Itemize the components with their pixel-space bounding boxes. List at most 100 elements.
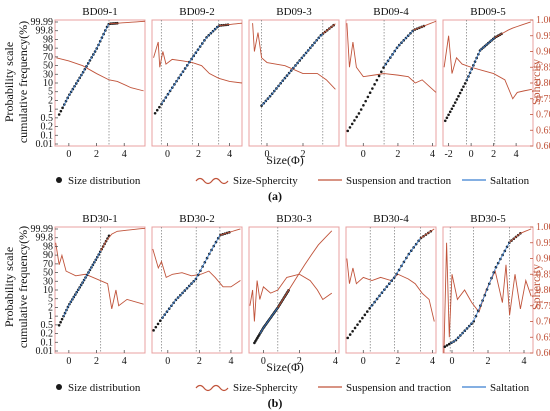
legend-b-dist-label: Size distribution bbox=[68, 382, 141, 394]
suspension-line bbox=[494, 21, 531, 39]
x-tick-label: 4 bbox=[514, 149, 519, 160]
y-left-tick-label: 1 bbox=[48, 104, 53, 115]
y-left-tick-label: 0.1 bbox=[41, 337, 54, 348]
legend-a-susp-label: Suspension and traction bbox=[346, 175, 452, 187]
y-right-tick-label: 0.70 bbox=[536, 317, 550, 328]
saltation-line bbox=[466, 37, 496, 81]
panel-frame bbox=[151, 226, 243, 354]
y-left-tick-label: 10 bbox=[43, 285, 53, 296]
x-tick-label: 2 bbox=[197, 356, 202, 367]
x-tick-label: 2 bbox=[301, 149, 306, 160]
y-right-tick-label: 0.80 bbox=[536, 285, 550, 296]
sphericity-line bbox=[346, 258, 435, 322]
y-right-tick-label: 0.80 bbox=[536, 78, 550, 89]
legend-a-dist-marker bbox=[56, 177, 62, 183]
x-tick-label: 4 bbox=[430, 356, 435, 367]
distribution-point bbox=[445, 344, 449, 347]
panel-title: BD30-1 bbox=[82, 213, 117, 225]
y-left-tick-label: 98 bbox=[43, 34, 53, 45]
legend-a-sph-label: Size-Sphercity bbox=[233, 175, 298, 187]
sphericity-line bbox=[249, 273, 333, 322]
y-left-tick-label: 90 bbox=[43, 43, 53, 54]
x-tick-label: 0 bbox=[469, 149, 474, 160]
y-left-tick-label: 2 bbox=[48, 302, 53, 313]
x-tick-label: 0 bbox=[165, 149, 170, 160]
distribution-point bbox=[458, 91, 462, 95]
x-tick-label: 4 bbox=[228, 356, 233, 367]
saltation-line bbox=[62, 250, 102, 317]
y-right-tick-label: 0.75 bbox=[536, 94, 550, 105]
distribution-point bbox=[373, 83, 376, 86]
distribution-point bbox=[59, 109, 63, 113]
y-left-tick-label: 99.8 bbox=[36, 233, 54, 244]
panel-title: BD09-1 bbox=[82, 6, 117, 18]
y-left-tick-label: 0.1 bbox=[41, 130, 54, 141]
panel-title: BD09-2 bbox=[179, 6, 214, 18]
y-left-label-b-line1: Probability scale bbox=[2, 247, 16, 327]
x-tick-label: 4 bbox=[333, 356, 338, 367]
legend-a-salt-label: Saltation bbox=[490, 175, 530, 187]
distribution-point bbox=[447, 342, 451, 346]
distribution-point bbox=[463, 82, 467, 85]
y-left-tick-label: 0.01 bbox=[36, 346, 54, 357]
x-tick-label: 4 bbox=[227, 149, 232, 160]
panel-frame bbox=[54, 19, 146, 147]
distribution-point bbox=[457, 94, 460, 98]
y-left-tick-label: 2 bbox=[48, 95, 53, 106]
distribution-point bbox=[60, 317, 64, 321]
y-left-tick-label: 0.01 bbox=[36, 139, 54, 150]
suspension-line bbox=[413, 20, 437, 31]
saltation-line bbox=[261, 33, 324, 106]
sphericity-line bbox=[346, 23, 437, 93]
panel-BD30-5: BD30-5 0 2 4 1.00 0.95 0.90 0.85 0.80 0.75 0.70 0.6… bbox=[442, 213, 550, 367]
y-right-tick-label: 0.95 bbox=[536, 31, 550, 42]
x-tick-label: -2 bbox=[444, 149, 452, 160]
x-tick-label: 4 bbox=[430, 149, 435, 160]
y-left-tick-label: 90 bbox=[43, 250, 53, 261]
y-left-tick-label: 99.99 bbox=[31, 17, 54, 28]
legend-b-sph-label: Size-Sphercity bbox=[233, 382, 298, 394]
y-right-tick-label: 0.85 bbox=[536, 62, 550, 73]
legend-b-susp-label: Suspension and traction bbox=[346, 382, 452, 394]
distribution-point bbox=[158, 105, 161, 109]
suspension-line bbox=[277, 230, 333, 308]
x-label-a: Size(Φ) bbox=[266, 153, 303, 167]
distribution-point bbox=[346, 129, 350, 133]
legend-a-sph-marker bbox=[195, 177, 229, 185]
x-tick-label: 2 bbox=[94, 149, 99, 160]
distribution-point bbox=[351, 329, 354, 333]
y-left-tick-label: 5 bbox=[48, 87, 53, 98]
distribution-point bbox=[448, 110, 452, 114]
x-tick-label: 0 bbox=[66, 356, 71, 367]
panel-BD30-1: BD30-10 2 499.9999.89890705030105210.50.20… bbox=[31, 213, 146, 367]
saltation-line bbox=[160, 25, 220, 105]
distribution-point bbox=[455, 98, 459, 101]
legend-a-dist-label: Size distribution bbox=[68, 175, 141, 187]
x-tick-label: 0 bbox=[450, 356, 455, 367]
y-right-label-b: Sphercity bbox=[529, 264, 543, 310]
distribution-point bbox=[57, 323, 61, 327]
distribution-point bbox=[375, 78, 379, 82]
x-tick-label: 0 bbox=[361, 149, 366, 160]
suspension-line bbox=[218, 22, 243, 27]
x-tick-label: 2 bbox=[486, 356, 491, 367]
x-tick-label: 0 bbox=[165, 356, 170, 367]
y-left-tick-label: 99.8 bbox=[36, 26, 54, 37]
distribution-point bbox=[358, 320, 362, 323]
y-right-label-a: Sphercity bbox=[529, 59, 543, 105]
distribution-point bbox=[368, 91, 372, 95]
panel-BD30-4: BD30-4 0 2 4 bbox=[345, 213, 437, 367]
y-left-label-a-line2: cumulative frequency(%) bbox=[16, 21, 30, 143]
suspension-line bbox=[100, 227, 146, 252]
panel-BD09-5: BD09-5 -2 0 2 4 1.00 0.95 0.90 0.85 0.80 0.75 0.70 0… bbox=[442, 6, 550, 160]
y-right-tick-label: 0.75 bbox=[536, 301, 550, 312]
y-right-tick-label: 1.00 bbox=[536, 222, 550, 233]
y-right-tick-label: 0.95 bbox=[536, 238, 550, 249]
distribution-point bbox=[450, 107, 454, 111]
y-right-tick-label: 0.70 bbox=[536, 110, 550, 121]
panel-frame bbox=[248, 19, 340, 147]
distribution-point bbox=[365, 310, 369, 313]
distribution-point bbox=[371, 87, 374, 90]
panel-frame bbox=[442, 19, 534, 147]
panel-BD09-1: BD09-10 2 499.9999.89890705030105210.50.20… bbox=[31, 6, 146, 160]
